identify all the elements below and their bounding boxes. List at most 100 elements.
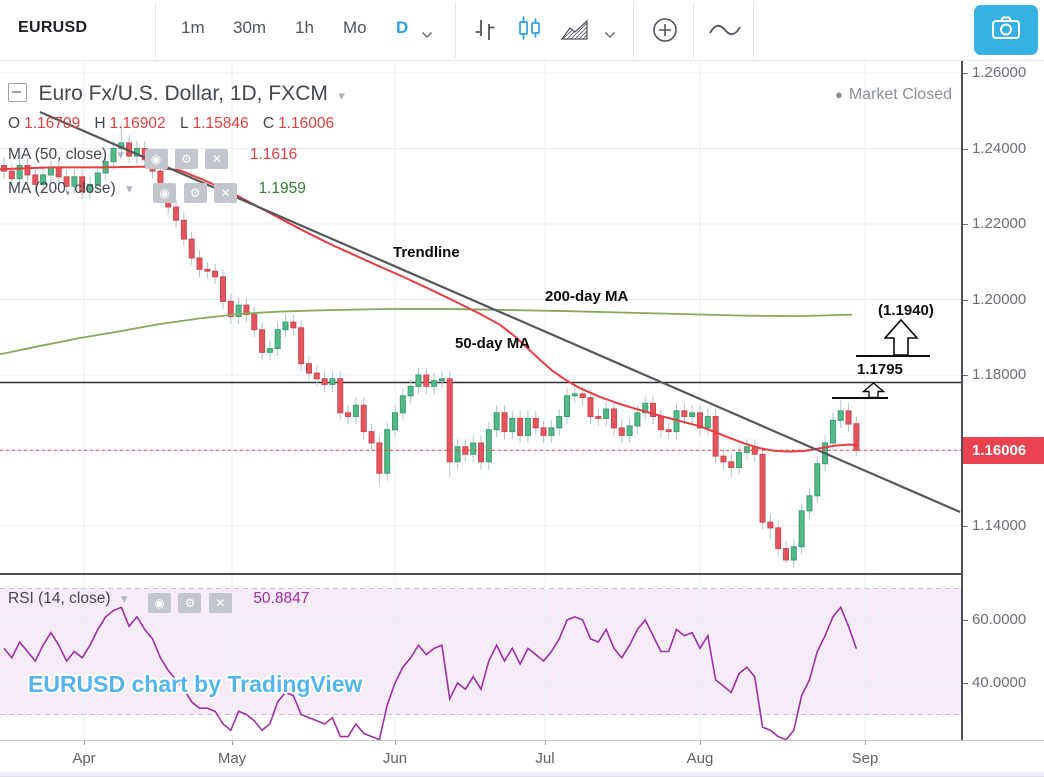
- time-axis-tick: [232, 741, 233, 745]
- axis-tick: [963, 526, 968, 527]
- price-scale-border: [961, 60, 963, 740]
- camera-snapshot-button[interactable]: [974, 5, 1038, 55]
- ma200-chevron-icon[interactable]: ▾: [126, 181, 133, 196]
- axis-tick: [963, 148, 968, 150]
- toolbar-separator: [693, 2, 694, 58]
- low-value: 1.15846: [192, 115, 249, 132]
- ma200-label[interactable]: MA (200, close): [8, 180, 116, 197]
- rsi-chevron-icon[interactable]: ▾: [120, 591, 128, 606]
- ma50-settings-gear-icon[interactable]: ⚙: [174, 149, 198, 169]
- close-value: 1.16006: [278, 115, 335, 132]
- price-axis-label: 1.20000: [972, 290, 1027, 308]
- open-label: O: [8, 115, 21, 132]
- pane-divider[interactable]: [0, 573, 1044, 575]
- price-axis-label: 40.0000: [972, 674, 1027, 691]
- high-label: H: [94, 115, 106, 132]
- ma200-value: 1.1959: [258, 180, 306, 197]
- time-axis-label-may: May: [217, 750, 247, 767]
- timeframe-dropdown-chevron-icon[interactable]: [421, 26, 433, 44]
- level-underline: [832, 397, 888, 399]
- rsi-visibility-icon[interactable]: ◉: [147, 593, 171, 613]
- timeframe-1h[interactable]: 1h: [295, 18, 314, 37]
- chart-title[interactable]: Euro Fx/U.S. Dollar, 1D, FXCM: [38, 82, 328, 105]
- time-axis-label-jun: Jun: [382, 750, 408, 767]
- time-axis-label-apr: Apr: [72, 750, 96, 767]
- price-chart-canvas[interactable]: [0, 60, 962, 574]
- price-axis-label: 1.26000: [972, 64, 1027, 81]
- low-label: L: [179, 115, 189, 132]
- trendline-annotation-label: Trendline: [393, 244, 460, 261]
- rsi-label[interactable]: RSI (14, close): [8, 590, 111, 607]
- time-scale[interactable]: Apr May Jun Jul Aug Sep: [0, 741, 962, 776]
- target-price-annotation: (1.1940): [878, 302, 934, 319]
- target-underline: [856, 355, 930, 357]
- timeframe-mo[interactable]: Mo: [343, 18, 367, 37]
- timeframe-30m[interactable]: 30m: [233, 18, 267, 37]
- ma50-chevron-icon[interactable]: ▾: [117, 147, 125, 162]
- axis-tick: [963, 375, 968, 376]
- axis-tick: [963, 224, 968, 225]
- axis-tick: [963, 299, 968, 301]
- price-axis-label: 1.14000: [972, 517, 1027, 534]
- time-axis-label-aug: Aug: [686, 750, 714, 767]
- title-chevron-icon[interactable]: ▾: [338, 88, 345, 103]
- pane-bottom-border: [0, 740, 1044, 741]
- time-axis-tick: [545, 741, 546, 745]
- rsi-remove-icon[interactable]: ✕: [208, 593, 232, 613]
- axis-tick: [963, 683, 968, 684]
- market-status-text: Market Closed: [848, 86, 952, 103]
- toolbar-separator: [155, 2, 156, 58]
- candles-style-icon[interactable]: [516, 15, 544, 50]
- area-style-icon[interactable]: [560, 18, 590, 47]
- open-value: 1.16709: [24, 115, 81, 132]
- price-scale[interactable]: 1.16006 1.26000 1.24000 1.22000 1.20000 1.18…: [963, 60, 1044, 740]
- time-axis-tick: [84, 741, 85, 745]
- bars-style-icon[interactable]: [472, 17, 498, 48]
- time-axis-tick: [395, 741, 396, 745]
- tradingview-watermark-link[interactable]: EURUSD chart by TradingView: [28, 671, 363, 697]
- ma50-label[interactable]: MA (50, close): [8, 146, 108, 163]
- ma50-value: 1.1616: [249, 146, 298, 163]
- time-axis-tick: [700, 741, 701, 745]
- timeframe-d-active[interactable]: D: [396, 18, 409, 37]
- top-toolbar: EURUSD 1m 30m 1h Mo D: [0, 0, 1044, 61]
- ma200-settings-gear-icon[interactable]: ⚙: [183, 183, 207, 203]
- symbol-label[interactable]: EURUSD: [18, 19, 88, 36]
- ma200-annotation-label: 200-day MA: [545, 288, 629, 305]
- time-axis-label-sep: Sep: [851, 750, 879, 767]
- axis-tick: [963, 73, 968, 74]
- last-price-badge: 1.16006: [963, 437, 1044, 464]
- time-axis-label-jul: Jul: [535, 750, 555, 767]
- ma50-annotation-label: 50-day MA: [455, 335, 531, 352]
- axis-tick: [963, 620, 968, 621]
- style-dropdown-chevron-icon[interactable]: [604, 26, 616, 44]
- market-status: ● Market Closed: [835, 86, 952, 104]
- toolbar-separator: [753, 2, 754, 58]
- price-axis-label: 60.0000: [972, 611, 1027, 628]
- ma50-legend-row: MA (50, close) ▾ ◉ ⚙ ✕ 1.1616: [8, 146, 297, 169]
- ma50-remove-icon[interactable]: ✕: [205, 149, 229, 169]
- high-value: 1.16902: [109, 115, 166, 132]
- collapse-pane-icon[interactable]: [8, 83, 27, 102]
- ma200-legend-row: MA (200, close) ▾ ◉ ⚙ ✕ 1.1959: [8, 180, 306, 203]
- up-arrow-small-icon: [862, 382, 885, 399]
- widget-bottom-frame: [0, 772, 1044, 776]
- rsi-settings-gear-icon[interactable]: ⚙: [178, 593, 202, 613]
- ma50-visibility-icon[interactable]: ◉: [144, 149, 168, 169]
- ma200-remove-icon[interactable]: ✕: [214, 183, 238, 203]
- camera-snapshot-icon: [991, 15, 1021, 46]
- ohlc-row: O 1.16709 H 1.16902 L 1.15846 C 1.16006: [8, 115, 334, 133]
- market-status-dot-icon: ●: [834, 87, 843, 102]
- rsi-value: 50.8847: [253, 590, 310, 607]
- up-arrow-big-icon: [884, 319, 919, 356]
- timeframe-1m[interactable]: 1m: [181, 18, 205, 37]
- rsi-legend-row: RSI (14, close) ▾ ◉ ⚙ ✕ 50.8847: [8, 590, 309, 613]
- ma200-visibility-icon[interactable]: ◉: [153, 183, 177, 203]
- compare-plus-icon[interactable]: [650, 15, 680, 50]
- toolbar-separator: [633, 2, 634, 58]
- level-price-annotation: 1.1795: [857, 361, 903, 378]
- price-axis-label: 1.18000: [972, 366, 1027, 383]
- close-label: C: [262, 115, 275, 132]
- indicators-wave-icon[interactable]: [708, 21, 742, 44]
